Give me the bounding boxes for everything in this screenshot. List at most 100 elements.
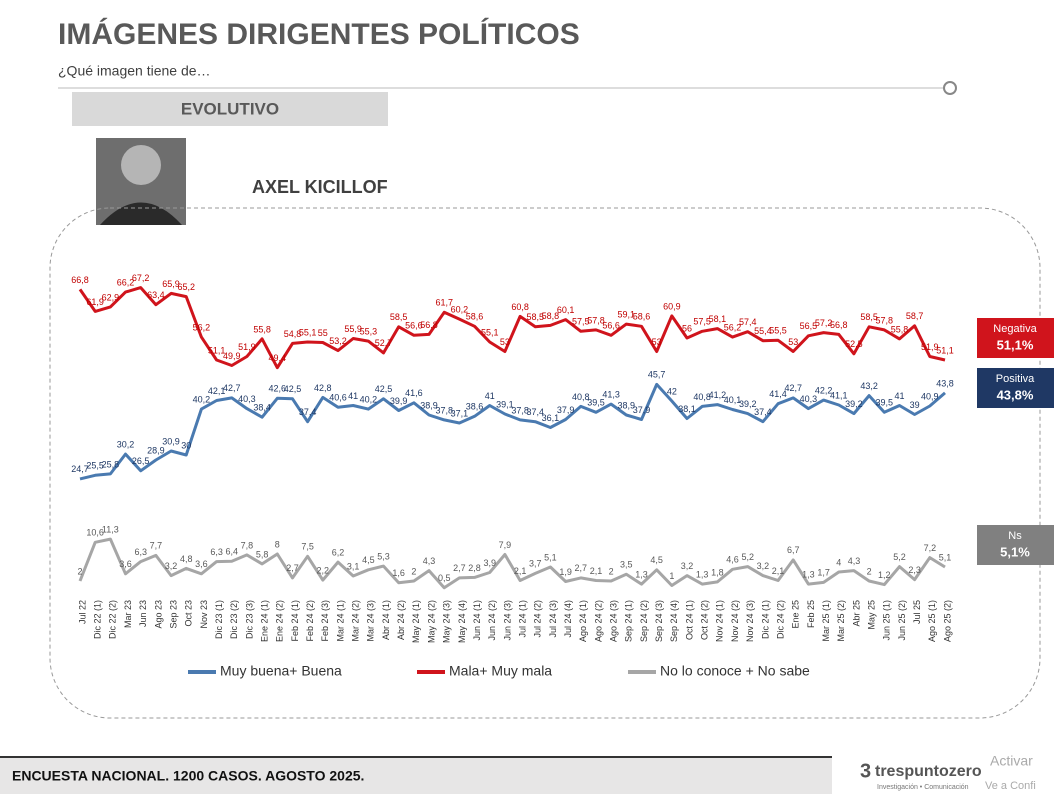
data-label: 57,5 [572,317,590,327]
x-tick-label: Ago 24 (3) [609,600,619,642]
data-label: 39,5 [876,398,894,408]
x-tick-label: Jul 24 (2) [533,600,543,638]
data-label: 42,8 [314,383,332,393]
data-label: 40,9 [921,391,939,401]
data-label: 25,8 [102,459,120,469]
data-label: 41,4 [769,389,787,399]
data-label: 45,7 [648,370,666,380]
data-label: 66,8 [71,275,89,285]
data-label: 42,7 [784,383,802,393]
x-tick-label: Sep 23 [168,600,178,629]
data-label: 56,5 [800,321,818,331]
data-label: 57,8 [876,315,894,325]
x-tick-label: Sep 24 (4) [669,600,679,642]
data-label: 42,5 [284,384,302,394]
plot: Jul 22 Dic 22 (1) Dic 22 (2) Mar 23 Jun 23 Ag… [71,273,1054,679]
data-label: 4,5 [650,555,663,565]
data-label: 42,1 [208,386,226,396]
x-tick-label: Dic 23 (3) [244,600,254,639]
data-label: 4,6 [726,555,739,565]
x-tick-label: Jun 25 (2) [897,600,907,641]
x-tick-label: Jun 24 (2) [487,600,497,641]
data-label: 42,7 [223,383,241,393]
data-label: 49,9 [223,351,241,361]
data-label: 30,9 [162,436,180,446]
x-tick-label: Oct 24 (2) [700,600,710,640]
x-tick-label: Dic 23 (2) [229,600,239,639]
data-label: 57,4 [739,317,757,327]
x-tick-label: Abr 24 (1) [381,600,391,640]
data-label: 58,7 [906,311,924,321]
data-label: 3,2 [757,561,770,571]
data-label: 7,2 [924,543,937,553]
x-tick-label: Feb 24 (3) [320,600,330,642]
data-label: 4,8 [180,554,193,564]
data-label: 52,7 [375,338,393,348]
data-label: 0,5 [438,573,451,583]
data-label: 3,1 [347,561,360,571]
x-tick-label: Ago 24 (1) [578,600,588,642]
title: IMÁGENES DIRIGENTES POLÍTICOS [58,17,580,51]
data-label: 2,1 [590,566,603,576]
x-tick-label: Jul 25 [912,600,922,624]
data-label: 3,2 [165,561,178,571]
tagline: Investigación • Comunicación [877,784,969,791]
badge-label: 43,8% [997,387,1034,402]
data-label: 28,9 [147,445,165,455]
chart-frame [49,207,1041,719]
legend-label: Muy buena+ Buena [220,663,342,679]
x-tick-label: Dic 22 (1) [93,600,103,639]
data-label: 40,1 [724,395,742,405]
data-label: 38,6 [466,402,484,412]
data-label: 7,5 [301,542,314,552]
data-label: 55,8 [891,324,909,334]
x-tick-label: Ago 25 (2) [942,600,952,642]
badge [977,368,1054,408]
x-tick-label: Dic 24 (1) [760,600,770,639]
data-label: 37,9 [633,405,651,415]
data-label: 42,5 [375,384,393,394]
data-label: 7,8 [241,540,254,550]
x-tick-label: Jul 24 (3) [548,600,558,638]
data-label: 2,8 [468,563,481,573]
x-tick-label: Jun 25 (1) [882,600,892,641]
data-label: 56,8 [830,320,848,330]
data-label: 56,8 [420,320,438,330]
data-label: 40,8 [572,392,590,402]
x-tick-label: Dic 22 (2) [108,600,118,639]
data-label: 55,1 [481,327,499,337]
data-label: 5,2 [741,552,754,562]
badge-label: 5,1% [1000,544,1030,559]
x-tick-label: Ago 23 [153,600,163,629]
data-label: 65,2 [177,282,195,292]
x-tick-label: Nov 23 [199,600,209,629]
rule-end [943,81,957,95]
data-label: 58,1 [709,314,727,324]
data-label: 41,2 [709,390,727,400]
legend-label: Mala+ Muy mala [449,663,552,679]
x-tick-label: Feb 24 (1) [290,600,300,642]
x-tick-label: Nov 24 (1) [715,600,725,642]
data-label: 37,4 [526,407,544,417]
data-label: 6,4 [225,547,238,557]
data-label: 60,8 [511,302,529,312]
data-label: 41 [485,391,495,401]
data-label: 39,1 [496,399,514,409]
data-label: 51,9 [921,342,939,352]
data-label: 58,6 [633,312,651,322]
data-label: 58,5 [526,312,544,322]
data-label: 6,3 [210,547,223,557]
x-tick-label: Ago 25 (1) [927,600,937,642]
x-tick-label: Jun 23 [138,600,148,627]
data-label: 2,1 [514,566,527,576]
data-label: 55,9 [344,324,362,334]
data-label: 2 [77,566,82,576]
data-label: 3,7 [529,559,542,569]
data-label: 58,8 [542,311,560,321]
section: EVOLUTIVO [181,99,279,118]
x-tick-label: Ene 24 (1) [259,600,269,642]
x-tick-label: Sep 24 (1) [624,600,634,642]
x-tick-label: Oct 24 (1) [684,600,694,640]
data-label: 3,9 [483,558,496,568]
data-label: 2,3 [908,565,921,575]
